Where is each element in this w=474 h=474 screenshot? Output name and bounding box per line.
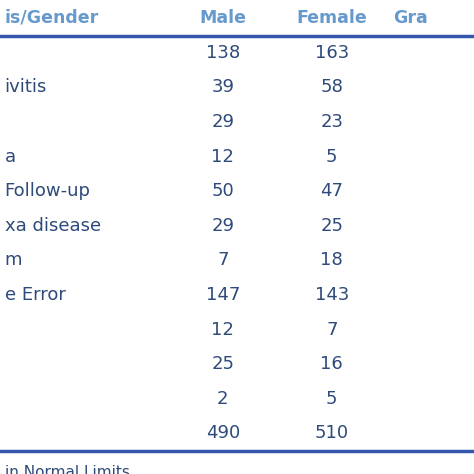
- Text: 163: 163: [315, 44, 349, 62]
- Text: 29: 29: [211, 113, 234, 131]
- Text: 143: 143: [315, 286, 349, 304]
- Text: 12: 12: [211, 321, 234, 338]
- Text: 39: 39: [211, 79, 234, 96]
- Text: 138: 138: [206, 44, 240, 62]
- Text: 18: 18: [320, 252, 343, 269]
- Text: 50: 50: [211, 182, 234, 200]
- Text: a: a: [5, 148, 16, 165]
- Text: 7: 7: [217, 252, 228, 269]
- Text: 16: 16: [320, 356, 343, 373]
- Text: Female: Female: [296, 9, 367, 27]
- Text: 12: 12: [211, 148, 234, 165]
- Text: 147: 147: [206, 286, 240, 304]
- Text: xa disease: xa disease: [5, 217, 101, 235]
- Text: Follow-up: Follow-up: [5, 182, 91, 200]
- Text: 5: 5: [326, 148, 337, 165]
- Text: 58: 58: [320, 79, 343, 96]
- Text: in Normal Limits: in Normal Limits: [5, 465, 129, 474]
- Text: 47: 47: [320, 182, 343, 200]
- Text: 25: 25: [211, 356, 234, 373]
- Text: 490: 490: [206, 425, 240, 442]
- Text: ivitis: ivitis: [5, 79, 47, 96]
- Text: 2: 2: [217, 390, 228, 408]
- Text: e Error: e Error: [5, 286, 65, 304]
- Text: 23: 23: [320, 113, 343, 131]
- Text: 29: 29: [211, 217, 234, 235]
- Text: 7: 7: [326, 321, 337, 338]
- Text: is/Gender: is/Gender: [5, 9, 99, 27]
- Text: m: m: [5, 252, 22, 269]
- Text: 510: 510: [315, 425, 349, 442]
- Text: 25: 25: [320, 217, 343, 235]
- Text: 5: 5: [326, 390, 337, 408]
- Text: Gra: Gra: [393, 9, 428, 27]
- Text: Male: Male: [199, 9, 246, 27]
